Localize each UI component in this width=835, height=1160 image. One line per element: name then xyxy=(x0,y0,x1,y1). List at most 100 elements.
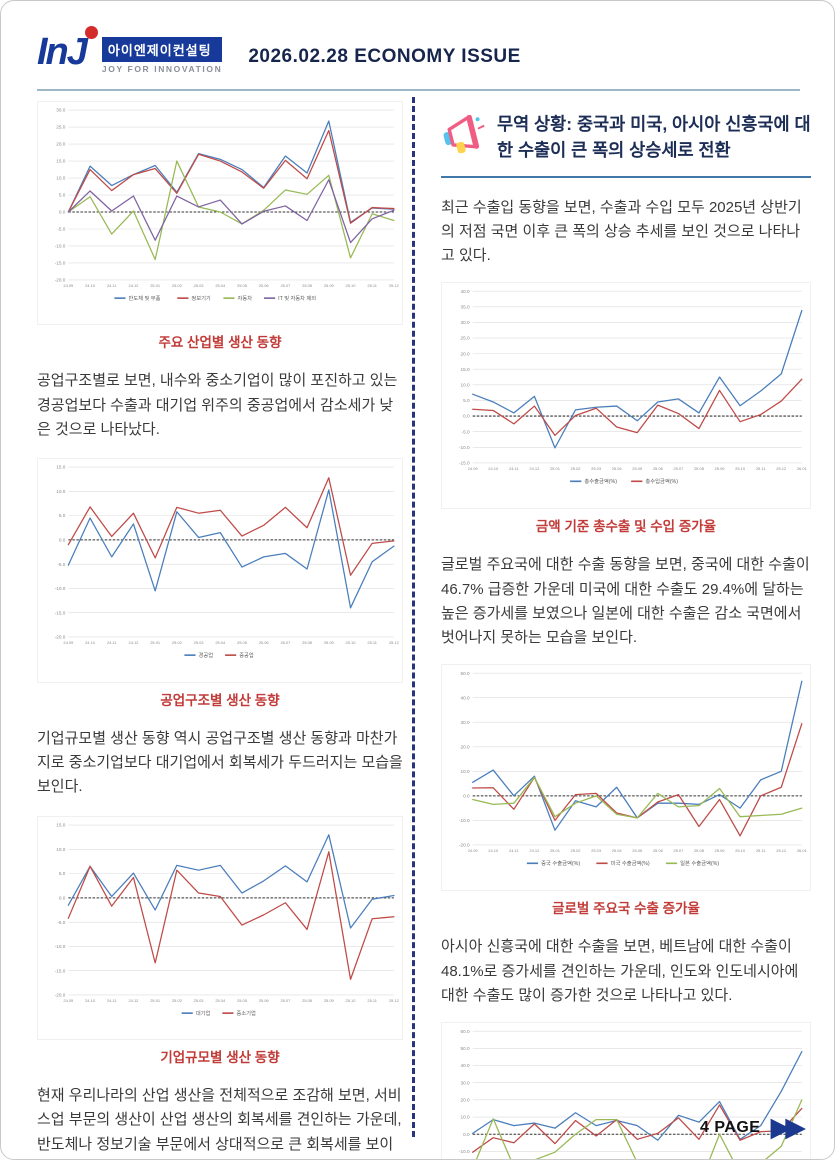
svg-text:24.11: 24.11 xyxy=(509,466,519,471)
svg-text:-10.0: -10.0 xyxy=(55,244,66,249)
svg-text:30.0: 30.0 xyxy=(460,1081,470,1086)
svg-text:총수출금액(%): 총수출금액(%) xyxy=(584,478,617,486)
column-divider xyxy=(412,97,415,1137)
logo-text: InJ xyxy=(37,30,88,73)
svg-text:경공업: 경공업 xyxy=(199,651,214,659)
svg-text:-20.0: -20.0 xyxy=(459,843,470,848)
logo-tagline: JOY FOR INNOVATION xyxy=(101,63,223,74)
svg-text:-10.0: -10.0 xyxy=(459,445,470,450)
svg-text:0.0: 0.0 xyxy=(59,210,66,215)
svg-text:25.08: 25.08 xyxy=(694,466,705,471)
svg-text:24.11: 24.11 xyxy=(107,283,117,288)
svg-text:24.12: 24.12 xyxy=(529,849,539,854)
svg-text:24.10: 24.10 xyxy=(85,283,96,288)
svg-text:25.11: 25.11 xyxy=(756,849,766,854)
svg-text:10.0: 10.0 xyxy=(56,847,65,852)
svg-text:25.04: 25.04 xyxy=(612,466,623,471)
svg-text:0.0: 0.0 xyxy=(463,414,470,419)
svg-text:10.0: 10.0 xyxy=(56,489,65,494)
svg-text:25.09: 25.09 xyxy=(324,283,334,288)
svg-text:25.10: 25.10 xyxy=(346,283,357,288)
svg-text:-15.0: -15.0 xyxy=(55,968,66,973)
issue-title: 2026.02.28 ECONOMY ISSUE xyxy=(248,46,521,67)
svg-text:24.12: 24.12 xyxy=(129,283,139,288)
page-number-label: 4 PAGE xyxy=(699,1118,761,1136)
svg-text:-10.0: -10.0 xyxy=(459,1149,470,1154)
svg-text:5.0: 5.0 xyxy=(59,871,66,876)
chart-major-industry-production: -20.0 -15.0 -10.0 -5.0 0.0 5.0 10.0 15.0 20.0 25.… xyxy=(37,101,403,351)
svg-text:24.11: 24.11 xyxy=(107,640,117,645)
svg-text:25.11: 25.11 xyxy=(367,640,377,645)
svg-text:24.12: 24.12 xyxy=(129,998,139,1003)
megaphone-icon xyxy=(441,114,487,162)
chart-industry-structure-production: -20.0 -15.0 -10.0 -5.0 0.0 5.0 10.0 15.0 24.09 24… xyxy=(37,458,403,708)
svg-text:25.07: 25.07 xyxy=(280,283,290,288)
svg-text:24.09: 24.09 xyxy=(63,640,73,645)
logo-inj-mark: InJ xyxy=(37,25,98,73)
svg-text:60.0: 60.0 xyxy=(460,1029,470,1034)
svg-text:25.0: 25.0 xyxy=(460,336,470,341)
svg-text:25.04: 25.04 xyxy=(215,640,226,645)
svg-text:25.06: 25.06 xyxy=(653,849,664,854)
svg-text:24.12: 24.12 xyxy=(529,466,539,471)
svg-text:26.01: 26.01 xyxy=(797,466,808,471)
svg-text:25.10: 25.10 xyxy=(346,998,357,1003)
svg-text:IT 및 자동차 제외: IT 및 자동차 제외 xyxy=(278,294,316,302)
svg-text:25.01: 25.01 xyxy=(150,283,160,288)
svg-text:5.0: 5.0 xyxy=(59,514,66,519)
svg-text:25.04: 25.04 xyxy=(215,998,226,1003)
svg-text:25.07: 25.07 xyxy=(280,998,290,1003)
svg-text:일본 수출금액(%): 일본 수출금액(%) xyxy=(680,860,719,868)
svg-text:25.02: 25.02 xyxy=(571,466,581,471)
paragraph-major-countries: 글로벌 주요국에 대한 수출 동향을 보면, 중국에 대한 수출이 46.7% … xyxy=(441,556,810,647)
header-divider-line xyxy=(37,89,800,91)
chart-caption: 글로벌 주요국 수출 증가율 xyxy=(552,901,700,917)
page-footer: 4 PAGE ▶▶ xyxy=(699,1112,806,1142)
company-logo: InJ 아이엔제이컨설팅 JOY FOR INNOVATION xyxy=(37,25,223,74)
logo-text-block: 아이엔제이컨설팅 JOY FOR INNOVATION xyxy=(101,36,223,74)
svg-text:30.0: 30.0 xyxy=(56,108,65,113)
svg-text:30.0: 30.0 xyxy=(460,720,470,725)
svg-text:15.0: 15.0 xyxy=(460,367,470,372)
chart-canvas: -20.0 -10.0 0.0 10.0 20.0 30.0 40.0 50.0 24.09 24… xyxy=(441,664,811,892)
svg-text:중소기업: 중소기업 xyxy=(236,1009,255,1017)
svg-text:25.01: 25.01 xyxy=(550,849,561,854)
logo-korean-name: 아이엔제이컨설팅 xyxy=(101,36,223,62)
svg-text:25.06: 25.06 xyxy=(653,466,664,471)
svg-text:25.02: 25.02 xyxy=(571,849,581,854)
svg-text:0.0: 0.0 xyxy=(463,794,470,799)
svg-text:-10.0: -10.0 xyxy=(55,586,66,591)
svg-text:-15.0: -15.0 xyxy=(55,611,66,616)
svg-text:50.0: 50.0 xyxy=(460,1046,470,1051)
svg-text:25.04: 25.04 xyxy=(215,283,226,288)
svg-text:25.12: 25.12 xyxy=(389,283,399,288)
svg-text:20.0: 20.0 xyxy=(56,142,65,147)
svg-text:30.0: 30.0 xyxy=(460,320,470,325)
svg-text:25.05: 25.05 xyxy=(237,640,248,645)
svg-text:10.0: 10.0 xyxy=(460,1115,470,1120)
svg-text:24.11: 24.11 xyxy=(509,849,519,854)
svg-text:25.03: 25.03 xyxy=(194,998,205,1003)
paragraph-asia-emerging: 아시아 신흥국에 대한 수출을 보면, 베트남에 대한 수출이 48.1%로 증… xyxy=(441,938,799,1004)
svg-text:25.11: 25.11 xyxy=(367,998,377,1003)
svg-text:25.08: 25.08 xyxy=(302,283,313,288)
chart-total-export-import: -15.0 -10.0 -5.0 0.0 5.0 10.0 15.0 20.0 25.0 30.0… xyxy=(441,282,811,535)
section-underline xyxy=(441,175,811,178)
next-page-arrows-icon[interactable]: ▶▶ xyxy=(770,1112,805,1142)
chart-caption: 공업구조별 생산 동향 xyxy=(160,692,280,708)
svg-text:25.11: 25.11 xyxy=(756,466,766,471)
svg-text:24.10: 24.10 xyxy=(488,466,499,471)
svg-text:20.0: 20.0 xyxy=(460,1098,470,1103)
svg-text:25.05: 25.05 xyxy=(632,849,643,854)
svg-text:중국 수출금액(%): 중국 수출금액(%) xyxy=(541,860,580,868)
svg-text:15.0: 15.0 xyxy=(56,465,65,470)
svg-text:24.10: 24.10 xyxy=(488,849,499,854)
chart-canvas: -20.0 -15.0 -10.0 -5.0 0.0 5.0 10.0 15.0 20.0 25.… xyxy=(37,101,403,326)
svg-text:-5.0: -5.0 xyxy=(57,227,65,232)
paragraph-industry-structure: 공업구조별로 보면, 내수와 중소기업이 많이 포진하고 있는 경공업보다 수출… xyxy=(37,372,398,439)
chart-caption: 기업규모별 생산 동향 xyxy=(160,1050,280,1066)
svg-text:25.03: 25.03 xyxy=(591,466,602,471)
svg-text:25.12: 25.12 xyxy=(776,849,786,854)
svg-text:25.02: 25.02 xyxy=(172,998,182,1003)
svg-text:25.03: 25.03 xyxy=(194,640,205,645)
